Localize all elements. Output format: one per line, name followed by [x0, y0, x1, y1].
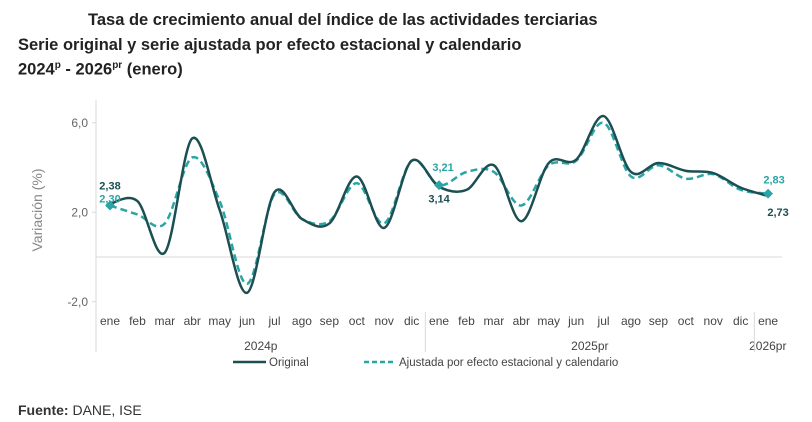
x-tick-label: ene: [100, 314, 120, 328]
y-tick-label: -2,0: [67, 295, 88, 309]
x-tick-label: jun: [238, 314, 255, 328]
data-label: 2,73: [767, 207, 788, 219]
chart-title: Tasa de crecimiento anual del índice de …: [88, 11, 598, 29]
x-tick-label: may: [537, 314, 560, 328]
x-tick-label: ene: [429, 314, 449, 328]
x-tick-label: oct: [349, 314, 366, 328]
x-group-label: 2024p: [244, 339, 278, 353]
data-marker: [105, 200, 115, 211]
y-tick-label: 2,0: [71, 205, 88, 219]
source-text: DANE, ISE: [68, 402, 142, 418]
chart-subtitle: Serie original y serie ajustada por efec…: [18, 36, 522, 54]
data-marker: [434, 180, 444, 191]
x-tick-label: mar: [484, 314, 505, 328]
x-tick-label: sep: [320, 314, 340, 328]
period-start-sup: p: [54, 60, 61, 71]
x-tick-label: oct: [678, 314, 695, 328]
chart-period: 2024p - 2026pr (enero): [18, 60, 183, 80]
x-tick-label: sep: [649, 314, 669, 328]
y-tick-label: 6,0: [71, 116, 88, 130]
data-label: 2,38: [99, 181, 120, 193]
data-label: 3,14: [428, 194, 450, 206]
x-tick-label: jul: [268, 314, 281, 328]
period-end: - 2026: [60, 60, 113, 79]
x-tick-label: abr: [513, 314, 530, 328]
legend-label-adjusted: Ajustada por efecto estacional y calenda…: [399, 357, 618, 369]
x-tick-label: feb: [129, 314, 146, 328]
x-tick-label: feb: [458, 314, 475, 328]
period-end-sup: pr: [112, 60, 123, 71]
period-start: 2024: [18, 60, 55, 79]
x-group-label: 2026pr: [749, 339, 786, 353]
x-tick-label: jun: [567, 314, 584, 328]
source-label: Fuente:: [18, 402, 69, 418]
x-group-label: 2025pr: [571, 339, 608, 353]
x-tick-label: ene: [758, 314, 778, 328]
x-tick-label: ago: [292, 314, 312, 328]
source-note: Fuente: DANE, ISE: [18, 402, 142, 418]
x-tick-label: mar: [155, 314, 176, 328]
y-axis-label: Variación (%): [29, 169, 45, 252]
x-tick-label: abr: [184, 314, 201, 328]
x-tick-label: nov: [375, 314, 394, 328]
x-tick-label: may: [208, 314, 231, 328]
x-tick-label: dic: [404, 314, 419, 328]
legend-label-original: Original: [269, 357, 309, 369]
data-label: 2,83: [763, 175, 784, 187]
data-label: 3,21: [432, 162, 453, 174]
x-tick-label: ago: [621, 314, 641, 328]
data-label: 2,30: [99, 194, 120, 206]
data-marker: [763, 188, 774, 199]
x-tick-label: nov: [704, 314, 723, 328]
period-note: (enero): [122, 60, 183, 79]
series-line-original: [109, 114, 769, 294]
x-tick-label: dic: [733, 314, 748, 328]
x-tick-label: jul: [597, 314, 610, 328]
